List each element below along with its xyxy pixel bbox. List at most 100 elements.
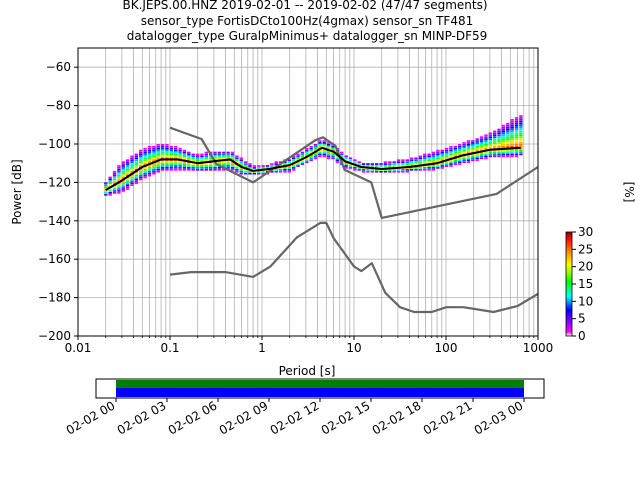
psd-density-cell	[453, 147, 458, 150]
psd-density-cell	[514, 138, 519, 140]
psd-density-cell	[112, 186, 117, 188]
psd-density-cell	[121, 180, 125, 183]
psd-density-cell	[340, 151, 344, 154]
psd-density-cell	[252, 172, 257, 175]
psd-density-cell	[506, 151, 510, 154]
psd-density-cell	[514, 126, 519, 129]
psd-density-cell	[147, 159, 152, 162]
psd-density-cell	[444, 155, 449, 158]
psd-density-cell	[519, 147, 523, 150]
psd-density-cell	[488, 155, 493, 158]
psd-density-cell	[340, 155, 344, 158]
psd-density-cell	[466, 147, 471, 150]
psd-density-cell	[278, 167, 283, 169]
psd-density-cell	[492, 132, 497, 135]
psd-density-cell	[230, 168, 235, 171]
psd-density-cell	[418, 167, 423, 169]
psd-density-cell	[169, 151, 174, 154]
psd-density-cell	[322, 142, 326, 144]
psd-density-cell	[427, 167, 431, 169]
psd-density-cell	[453, 161, 458, 163]
psd-density-cell	[204, 159, 208, 162]
psd-density-cell	[497, 151, 501, 154]
psd-density-cell	[235, 155, 239, 158]
psd-density-cell	[506, 142, 510, 144]
psd-density-cell	[108, 193, 112, 196]
psd-density-cell	[152, 145, 156, 148]
psd-density-cell	[230, 155, 235, 158]
psd-density-cell	[519, 134, 523, 137]
psd-density-cell	[147, 149, 152, 152]
psd-density-cell	[305, 161, 309, 163]
psd-density-cell	[134, 172, 139, 175]
psd-density-cell	[458, 161, 462, 163]
psd-density-cell	[235, 161, 239, 163]
psd-density-cell	[130, 178, 134, 181]
psd-density-cell	[510, 132, 514, 135]
psd-density-cell	[191, 153, 195, 156]
psd-density-cell	[257, 167, 261, 169]
psd-density-cell	[514, 149, 519, 152]
psd-density-cell	[449, 151, 453, 154]
psd-density-cell	[139, 168, 143, 171]
psd-density-cell	[204, 157, 208, 160]
psd-density-cell	[510, 124, 514, 127]
psd-density-cell	[388, 161, 392, 163]
psd-density-cell	[143, 151, 147, 154]
psd-density-cell	[519, 128, 523, 131]
psd-density-cell	[492, 153, 497, 156]
psd-density-cell	[401, 163, 405, 165]
psd-density-cell	[130, 155, 134, 158]
psd-density-cell	[453, 153, 458, 156]
psd-density-cell	[165, 157, 169, 160]
x-axis: 0.01 0.1 1 10 100 1000	[65, 336, 553, 355]
psd-density-cell	[134, 157, 139, 160]
psd-density-cell	[195, 157, 200, 160]
psd-density-cell	[484, 134, 488, 137]
psd-density-cell	[427, 161, 431, 163]
psd-density-cell	[204, 155, 208, 158]
psd-density-cell	[134, 176, 139, 179]
psd-density-cell	[178, 163, 182, 165]
psd-density-cell	[353, 161, 357, 163]
psd-density-cell	[291, 155, 296, 158]
psd-density-cell	[165, 145, 169, 148]
psd-density-cell	[270, 163, 274, 165]
psd-density-cell	[431, 159, 436, 162]
psd-density-cell	[423, 157, 427, 160]
psd-density-cell	[383, 161, 388, 163]
psd-density-cell	[248, 167, 252, 169]
psd-density-cell	[497, 130, 501, 133]
coverage-tick-label: 02-03 00	[472, 398, 526, 437]
psd-density-cell	[484, 144, 488, 146]
psd-density-cell	[427, 155, 431, 158]
coverage-tick-label: 02-02 12	[268, 398, 322, 437]
psd-density-cell	[466, 155, 471, 158]
psd-density-cell	[200, 153, 204, 156]
psd-density-cell	[414, 163, 418, 165]
psd-density-cell	[165, 147, 169, 150]
colorbar-ticks: 0 5 10 15 20 25 30	[572, 225, 593, 343]
psd-density-cell	[401, 170, 405, 173]
psd-density-cell	[156, 149, 160, 152]
psd-density-cell	[274, 168, 278, 171]
psd-density-cell	[497, 153, 501, 156]
psd-density-cell	[283, 168, 287, 171]
psd-density-cell	[519, 138, 523, 140]
psd-density-cell	[296, 165, 300, 167]
psd-density-cell	[134, 153, 139, 156]
title-line-1: BK.JEPS.00.HNZ 2019-02-01 -- 2019-02-02 …	[122, 0, 487, 12]
psd-density-cell	[497, 132, 501, 135]
title-line-3: datalogger_type GuralpMinimus+ datalogge…	[127, 29, 488, 43]
psd-density-cell	[418, 161, 423, 163]
psd-density-cell	[444, 165, 449, 167]
psd-density-cell	[213, 163, 217, 165]
psd-density-cell	[326, 142, 331, 144]
psd-density-cell	[300, 159, 305, 162]
psd-density-cell	[519, 142, 523, 144]
psd-density-cell	[440, 159, 444, 162]
psd-density-cell	[243, 163, 248, 165]
psd-density-cell	[191, 168, 195, 171]
psd-density-cell	[431, 155, 436, 158]
psd-density-cell	[379, 165, 383, 167]
